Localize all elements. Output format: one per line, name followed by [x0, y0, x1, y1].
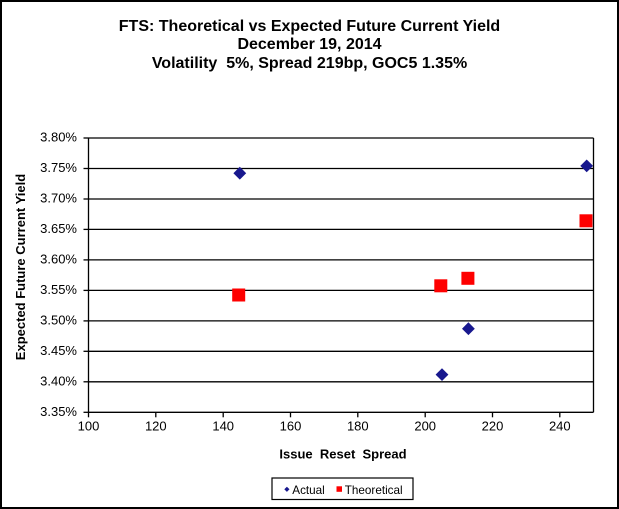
svg-text:3.80%: 3.80% — [40, 130, 77, 145]
svg-text:3.45%: 3.45% — [40, 343, 77, 358]
svg-text:3.55%: 3.55% — [40, 282, 77, 297]
svg-text:120: 120 — [145, 419, 167, 434]
svg-text:3.75%: 3.75% — [40, 160, 77, 175]
svg-text:Actual: Actual — [292, 484, 324, 497]
svg-text:3.50%: 3.50% — [40, 312, 77, 327]
svg-text:3.35%: 3.35% — [40, 404, 77, 419]
svg-text:160: 160 — [280, 419, 302, 434]
svg-text:3.40%: 3.40% — [40, 373, 77, 388]
svg-text:3.60%: 3.60% — [40, 251, 77, 266]
svg-text:Theoretical: Theoretical — [345, 484, 403, 497]
svg-text:3.70%: 3.70% — [40, 191, 77, 206]
svg-text:220: 220 — [482, 419, 504, 434]
svg-text:Expected Future Current Yield: Expected Future Current Yield — [13, 174, 28, 360]
svg-text:180: 180 — [347, 419, 369, 434]
svg-text:140: 140 — [212, 419, 234, 434]
svg-text:240: 240 — [549, 419, 571, 434]
svg-text:Issue Reset Spread: Issue Reset Spread — [279, 447, 406, 462]
svg-text:100: 100 — [78, 419, 100, 434]
svg-text:200: 200 — [414, 419, 436, 434]
svg-text:3.65%: 3.65% — [40, 221, 77, 236]
